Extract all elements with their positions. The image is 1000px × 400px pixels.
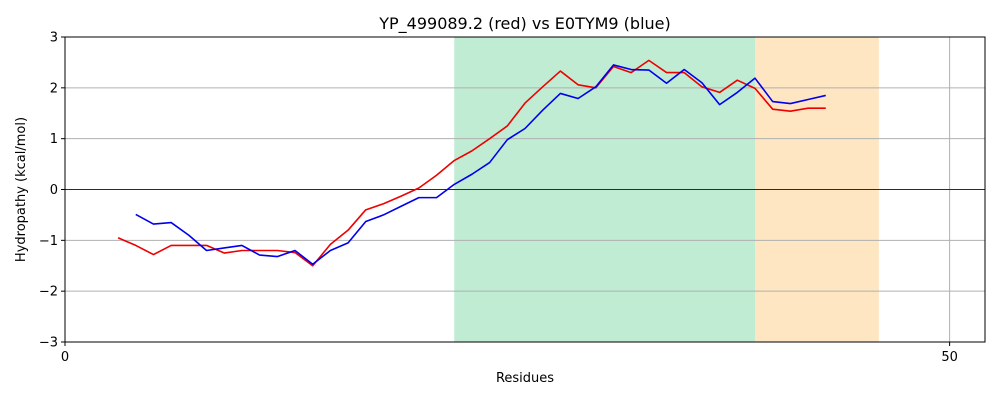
axis-ticks: −3 −2 −1 0 1 2 3 0 50 [39, 31, 958, 366]
x-axis-label: Residues [496, 371, 554, 386]
y-tick-label: 3 [50, 31, 58, 46]
y-axis-label: Hydropathy (kcal/mol) [14, 117, 29, 262]
series-line-2 [135, 64, 826, 266]
x-tick-label: 0 [61, 350, 69, 365]
chart-title: YP_499089.2 (red) vs E0TYM9 (blue) [378, 14, 671, 34]
x-tick-label: 50 [941, 350, 958, 365]
series-line-1 [117, 59, 826, 267]
series-lines [117, 59, 826, 267]
y-tick-label: 0 [50, 183, 58, 198]
y-tick-label: −3 [39, 336, 58, 351]
y-tick-label: 2 [50, 81, 58, 96]
y-tick-label: −1 [39, 234, 58, 249]
y-tick-label: 1 [50, 132, 58, 147]
y-tick-label: −2 [39, 285, 58, 300]
